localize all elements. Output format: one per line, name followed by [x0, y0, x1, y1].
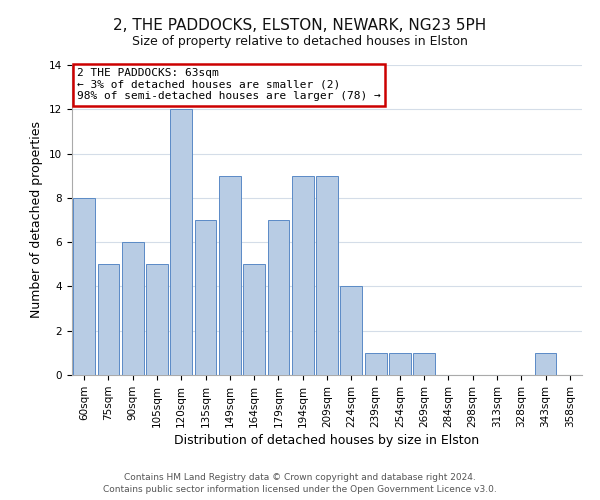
Text: Contains HM Land Registry data © Crown copyright and database right 2024.: Contains HM Land Registry data © Crown c…	[124, 472, 476, 482]
Bar	[268, 220, 289, 375]
Bar	[389, 353, 411, 375]
Bar	[413, 353, 435, 375]
X-axis label: Distribution of detached houses by size in Elston: Distribution of detached houses by size …	[175, 434, 479, 447]
Bar	[340, 286, 362, 375]
Text: Size of property relative to detached houses in Elston: Size of property relative to detached ho…	[132, 35, 468, 48]
Bar	[316, 176, 338, 375]
Bar	[170, 110, 192, 375]
Text: 2, THE PADDOCKS, ELSTON, NEWARK, NG23 5PH: 2, THE PADDOCKS, ELSTON, NEWARK, NG23 5P…	[113, 18, 487, 32]
Y-axis label: Number of detached properties: Number of detached properties	[31, 122, 43, 318]
Bar	[194, 220, 217, 375]
Bar	[122, 242, 143, 375]
Text: 2 THE PADDOCKS: 63sqm
← 3% of detached houses are smaller (2)
98% of semi-detach: 2 THE PADDOCKS: 63sqm ← 3% of detached h…	[77, 68, 381, 102]
Text: Contains public sector information licensed under the Open Government Licence v3: Contains public sector information licen…	[103, 485, 497, 494]
Bar	[365, 353, 386, 375]
Bar	[97, 264, 119, 375]
Bar	[219, 176, 241, 375]
Bar	[73, 198, 95, 375]
Bar	[292, 176, 314, 375]
Bar	[243, 264, 265, 375]
Bar	[535, 353, 556, 375]
Bar	[146, 264, 168, 375]
